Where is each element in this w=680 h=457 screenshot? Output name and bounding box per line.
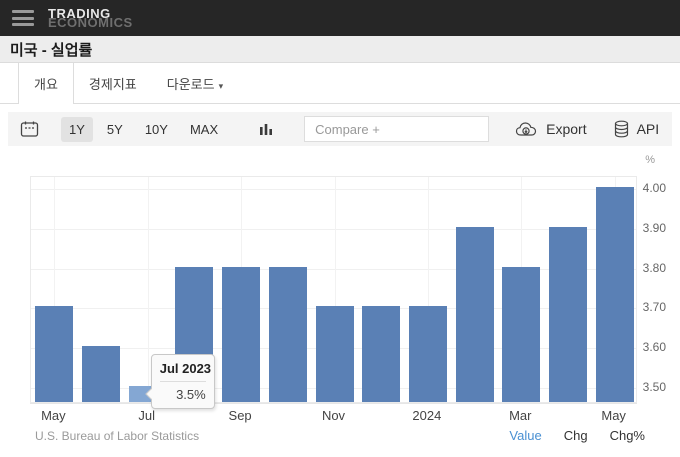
x-tick-label: May: [41, 408, 66, 423]
range-5y-button[interactable]: 5Y: [106, 121, 123, 137]
bar-dec-2023[interactable]: [362, 306, 401, 402]
chart-type-icon[interactable]: [258, 121, 274, 137]
bar-sep-2023[interactable]: [222, 266, 261, 402]
mode-value-button[interactable]: Value: [509, 428, 542, 443]
trading-economics-logo[interactable]: TRADING ECONOMICS: [48, 6, 133, 30]
gridline: [147, 177, 149, 402]
tab-overview[interactable]: 개요: [18, 63, 74, 104]
gridline: [31, 268, 636, 270]
api-button[interactable]: API: [613, 120, 660, 138]
api-label: API: [636, 121, 660, 137]
tooltip: Jul 2023 3.5%: [145, 354, 215, 410]
x-tick-label: May: [601, 408, 626, 423]
bar-may-2024[interactable]: [595, 186, 634, 402]
range-1y-button[interactable]: 1Y: [61, 116, 93, 142]
title-bar: 미국 - 실업률: [0, 36, 680, 63]
tab-download-label: 다운로드: [166, 77, 215, 92]
menu-icon[interactable]: [12, 10, 34, 26]
range-10y-button[interactable]: 10Y: [144, 121, 168, 137]
chart-footer: U.S. Bureau of Labor Statistics Value Ch…: [0, 428, 680, 443]
gridline: [334, 177, 336, 402]
gridline: [31, 228, 636, 230]
y-tick-label: 3.60: [642, 340, 666, 355]
display-mode-switch: Value Chg Chg%: [487, 428, 645, 443]
brand-line-1: TRADING: [48, 6, 111, 21]
mode-chgpct-button[interactable]: Chg%: [609, 428, 645, 443]
app-header: TRADING ECONOMICS: [0, 0, 680, 36]
bar-jun-2023[interactable]: [82, 346, 121, 402]
calendar-icon[interactable]: [20, 120, 39, 138]
gridline: [427, 177, 429, 402]
tab-indicators[interactable]: 경제지표: [88, 77, 137, 92]
gridline: [31, 188, 636, 190]
page-title: 미국 - 실업률: [10, 41, 93, 59]
bar-oct-2023[interactable]: [268, 266, 307, 402]
x-tick-label: Jul: [138, 408, 156, 423]
database-icon: [614, 120, 628, 138]
chart-card: % Jul 2023 3.5% U.S. Bureau of Labor Sta…: [0, 146, 680, 457]
bar-may-2023[interactable]: [35, 306, 74, 402]
toolbar-right: Export API ⋮: [489, 120, 680, 138]
mode-chg-button[interactable]: Chg: [563, 428, 588, 443]
y-tick-label: 3.50: [642, 380, 666, 395]
bar-jan-2024[interactable]: [408, 306, 447, 402]
gridline: [54, 177, 56, 402]
cloud-download-icon: [516, 121, 537, 136]
brand-line-2: ECONOMICS: [48, 15, 133, 30]
x-tick-label: Mar: [509, 408, 532, 423]
tooltip-value: 3.5%: [176, 387, 206, 403]
y-tick-label: 4.00: [642, 180, 666, 195]
x-tick-label: 2024: [412, 408, 442, 423]
range-max-button[interactable]: MAX: [189, 121, 219, 137]
tab-bar: 개요 경제지표 다운로드 ▾: [0, 63, 680, 104]
bar-apr-2024[interactable]: [548, 226, 587, 402]
chevron-down-icon: ▾: [218, 81, 224, 91]
plot-area: [30, 176, 637, 403]
tab-download[interactable]: 다운로드 ▾: [152, 63, 238, 103]
export-button[interactable]: Export: [515, 121, 587, 138]
y-tick-label: 3.90: [642, 220, 666, 235]
x-axis-line: [30, 403, 637, 404]
bar-mar-2024[interactable]: [502, 266, 541, 402]
range-selector: 1Y 5Y 10Y MAX: [61, 116, 232, 142]
tooltip-title: Jul 2023: [159, 361, 211, 383]
bar-nov-2023[interactable]: [315, 306, 354, 402]
bar-feb-2024[interactable]: [455, 226, 494, 402]
x-tick-label: Nov: [321, 408, 346, 423]
y-axis-unit: %: [645, 154, 655, 166]
y-tick-label: 3.80: [642, 260, 666, 275]
y-tick-label: 3.70: [642, 300, 666, 315]
export-label: Export: [546, 121, 587, 137]
chart-toolbar: 1Y 5Y 10Y MAX Export API: [8, 112, 672, 146]
source-attribution: U.S. Bureau of Labor Statistics: [35, 428, 200, 443]
compare-input[interactable]: [304, 116, 490, 142]
x-tick-label: Sep: [228, 408, 252, 423]
